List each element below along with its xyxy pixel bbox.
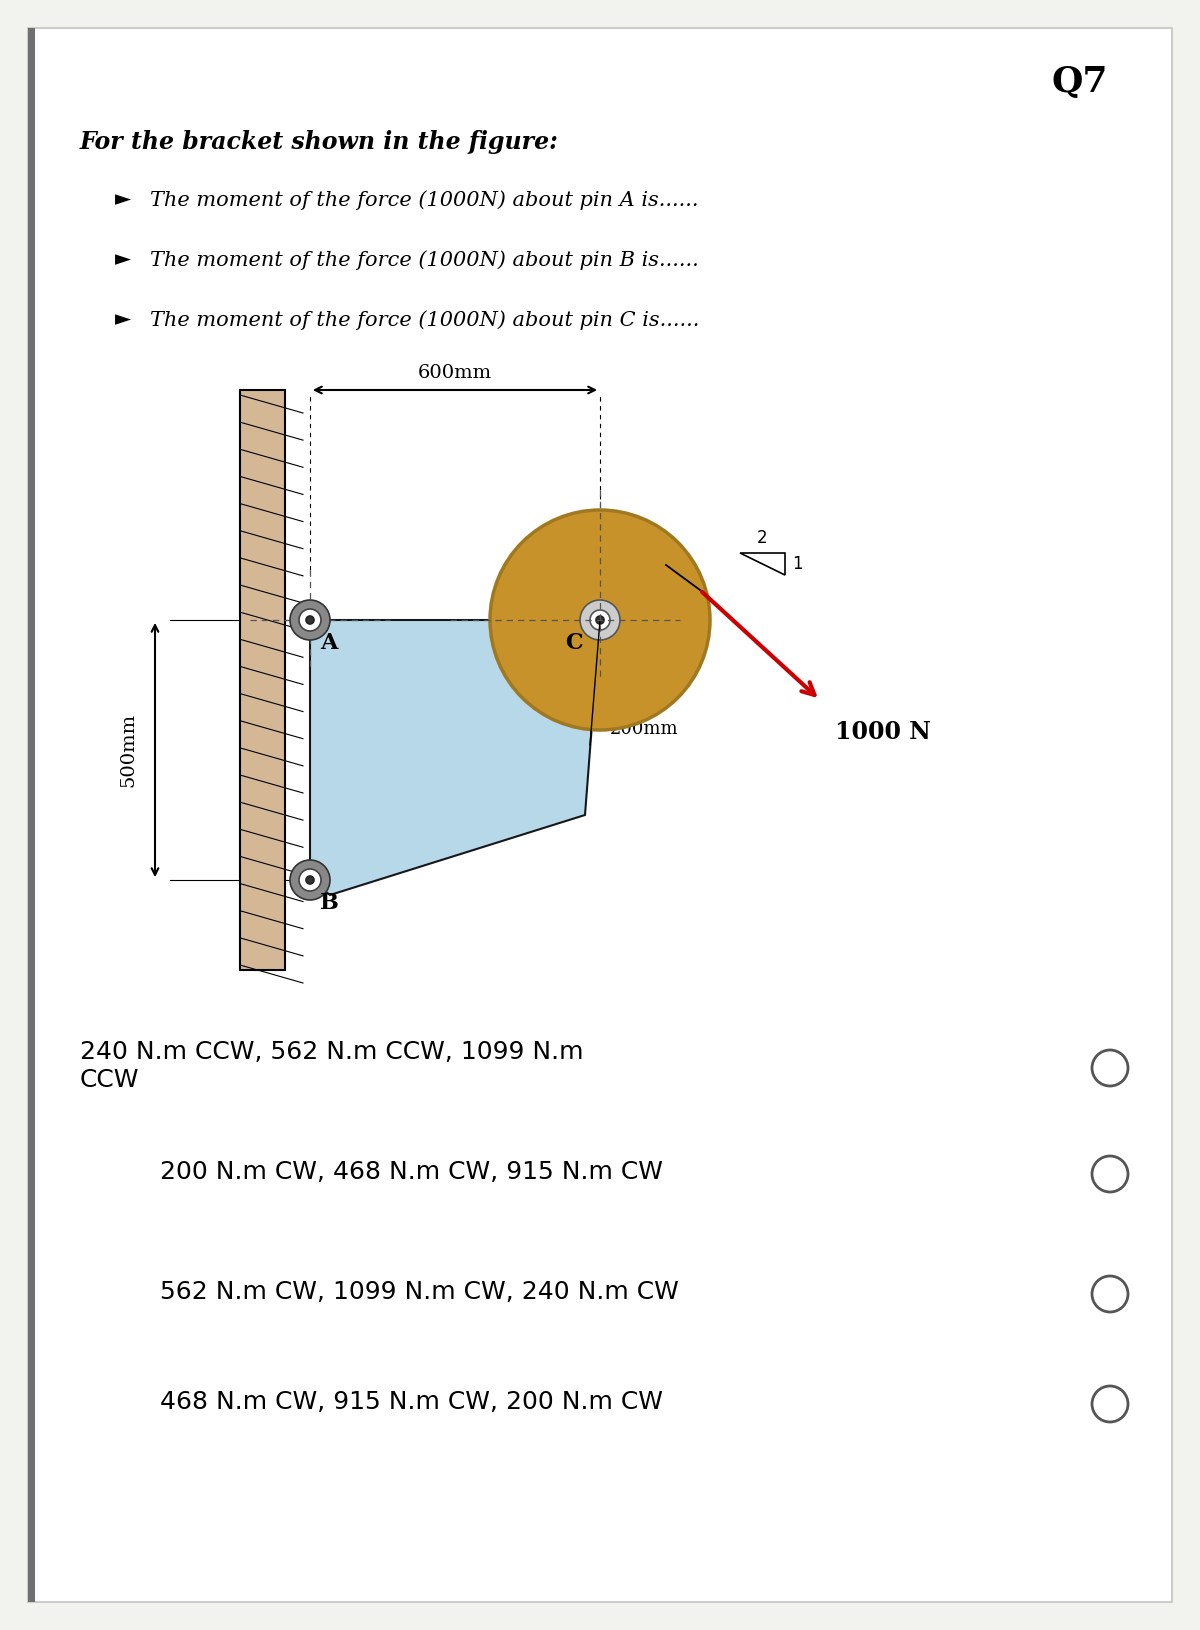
Bar xyxy=(240,390,286,970)
Text: 600mm: 600mm xyxy=(418,363,492,381)
Circle shape xyxy=(580,600,620,641)
FancyBboxPatch shape xyxy=(28,28,1172,1602)
Bar xyxy=(28,28,35,1602)
Text: The moment of the force (1000N) about pin C is......: The moment of the force (1000N) about pi… xyxy=(150,310,700,329)
Text: 562 N.m CW, 1099 N.m CW, 240 N.m CW: 562 N.m CW, 1099 N.m CW, 240 N.m CW xyxy=(160,1280,679,1304)
Circle shape xyxy=(490,510,710,730)
Text: The moment of the force (1000N) about pin A is......: The moment of the force (1000N) about pi… xyxy=(150,191,698,210)
Text: 468 N.m CW, 915 N.m CW, 200 N.m CW: 468 N.m CW, 915 N.m CW, 200 N.m CW xyxy=(160,1390,662,1413)
Text: B: B xyxy=(320,892,338,914)
Circle shape xyxy=(596,616,604,624)
Text: ►: ► xyxy=(115,310,131,329)
Circle shape xyxy=(1092,1050,1128,1086)
Circle shape xyxy=(299,610,322,631)
Text: 240 N.m CCW, 562 N.m CCW, 1099 N.m
CCW: 240 N.m CCW, 562 N.m CCW, 1099 N.m CCW xyxy=(80,1040,583,1092)
Text: 2: 2 xyxy=(757,530,767,548)
Text: 500mm: 500mm xyxy=(119,712,137,787)
Text: 1: 1 xyxy=(792,554,803,574)
Circle shape xyxy=(1092,1276,1128,1312)
Text: ►: ► xyxy=(115,249,131,269)
Polygon shape xyxy=(310,619,600,895)
Circle shape xyxy=(306,875,314,883)
Circle shape xyxy=(299,869,322,892)
Text: C: C xyxy=(565,632,583,654)
Text: Q7: Q7 xyxy=(1051,65,1109,99)
Text: The moment of the force (1000N) about pin B is......: The moment of the force (1000N) about pi… xyxy=(150,249,698,269)
Circle shape xyxy=(590,610,610,631)
Circle shape xyxy=(290,600,330,641)
Circle shape xyxy=(1092,1386,1128,1421)
Circle shape xyxy=(290,861,330,900)
Text: 200 N.m CW, 468 N.m CW, 915 N.m CW: 200 N.m CW, 468 N.m CW, 915 N.m CW xyxy=(160,1161,662,1183)
Text: A: A xyxy=(320,632,337,654)
Text: 200mm: 200mm xyxy=(610,720,679,738)
Circle shape xyxy=(1092,1156,1128,1192)
Text: 1000 N: 1000 N xyxy=(835,720,931,743)
Text: For the bracket shown in the figure:: For the bracket shown in the figure: xyxy=(80,130,559,153)
Text: ►: ► xyxy=(115,191,131,209)
Circle shape xyxy=(306,616,314,624)
